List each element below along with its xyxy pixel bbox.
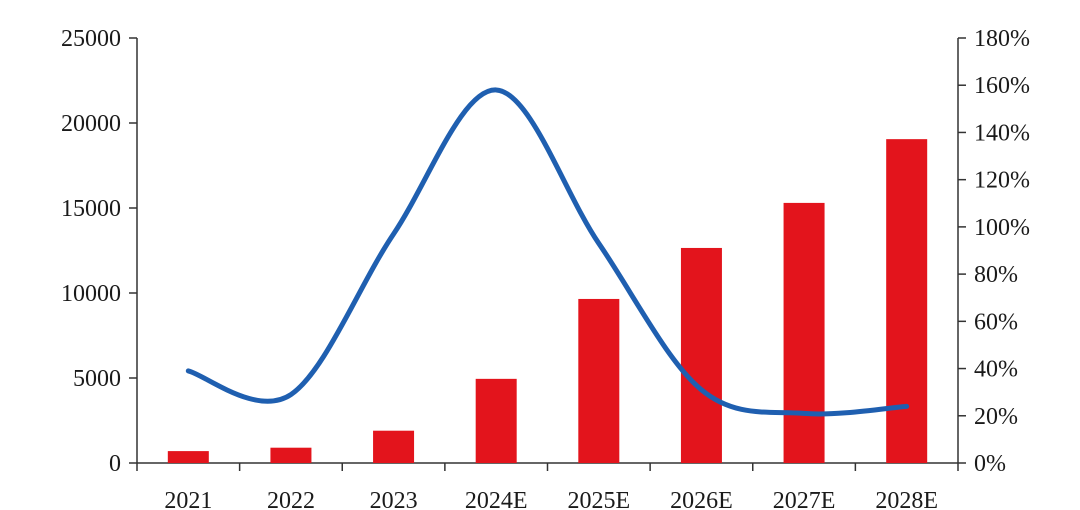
right-tick-label: 60% (974, 309, 1018, 335)
bar (886, 139, 928, 463)
left-tick-label: 0 (109, 451, 121, 477)
growth-line (185, 87, 910, 417)
left-tick-label: 25000 (61, 26, 121, 52)
bar (373, 430, 415, 463)
left-tick-label: 20000 (61, 111, 121, 137)
left-tick-label: 10000 (61, 281, 121, 307)
x-tick-label: 2024E (465, 488, 528, 510)
left-tick-label: 5000 (73, 366, 121, 392)
x-tick-label: 2023 (370, 488, 418, 510)
bar (578, 298, 620, 463)
left-tick-label: 15000 (61, 196, 121, 222)
left-y-axis: 0 5000 10000 15000 20000 25000 (61, 26, 138, 477)
right-tick-label: 160% (974, 73, 1030, 99)
bar (680, 247, 722, 463)
right-tick-label: 40% (974, 357, 1018, 383)
right-tick-label: 180% (974, 26, 1030, 52)
right-tick-label: 0% (974, 451, 1006, 477)
x-tick-label: 2022 (267, 488, 315, 510)
right-y-axis: 0% 20% 40% 60% 80% 100% 120% 140% 160% 180% (957, 26, 1030, 477)
right-tick-label: 80% (974, 262, 1018, 288)
x-axis: 2021 2022 2023 2024E 2025E 2026E 2027E 2028E (136, 462, 959, 510)
x-tick-label: 2026E (670, 488, 733, 510)
right-tick-label: 100% (974, 215, 1030, 241)
right-tick-label: 140% (974, 120, 1030, 146)
right-tick-label: 20% (974, 404, 1018, 430)
bar (475, 378, 517, 463)
x-tick-label: 2025E (567, 488, 630, 510)
bar (270, 447, 312, 463)
line-series (185, 87, 910, 417)
bar (783, 202, 825, 463)
x-tick-label: 2021 (164, 488, 212, 510)
right-tick-label: 120% (974, 168, 1030, 194)
bar (167, 451, 209, 463)
x-tick-label: 2027E (773, 488, 836, 510)
x-tick-label: 2028E (875, 488, 938, 510)
